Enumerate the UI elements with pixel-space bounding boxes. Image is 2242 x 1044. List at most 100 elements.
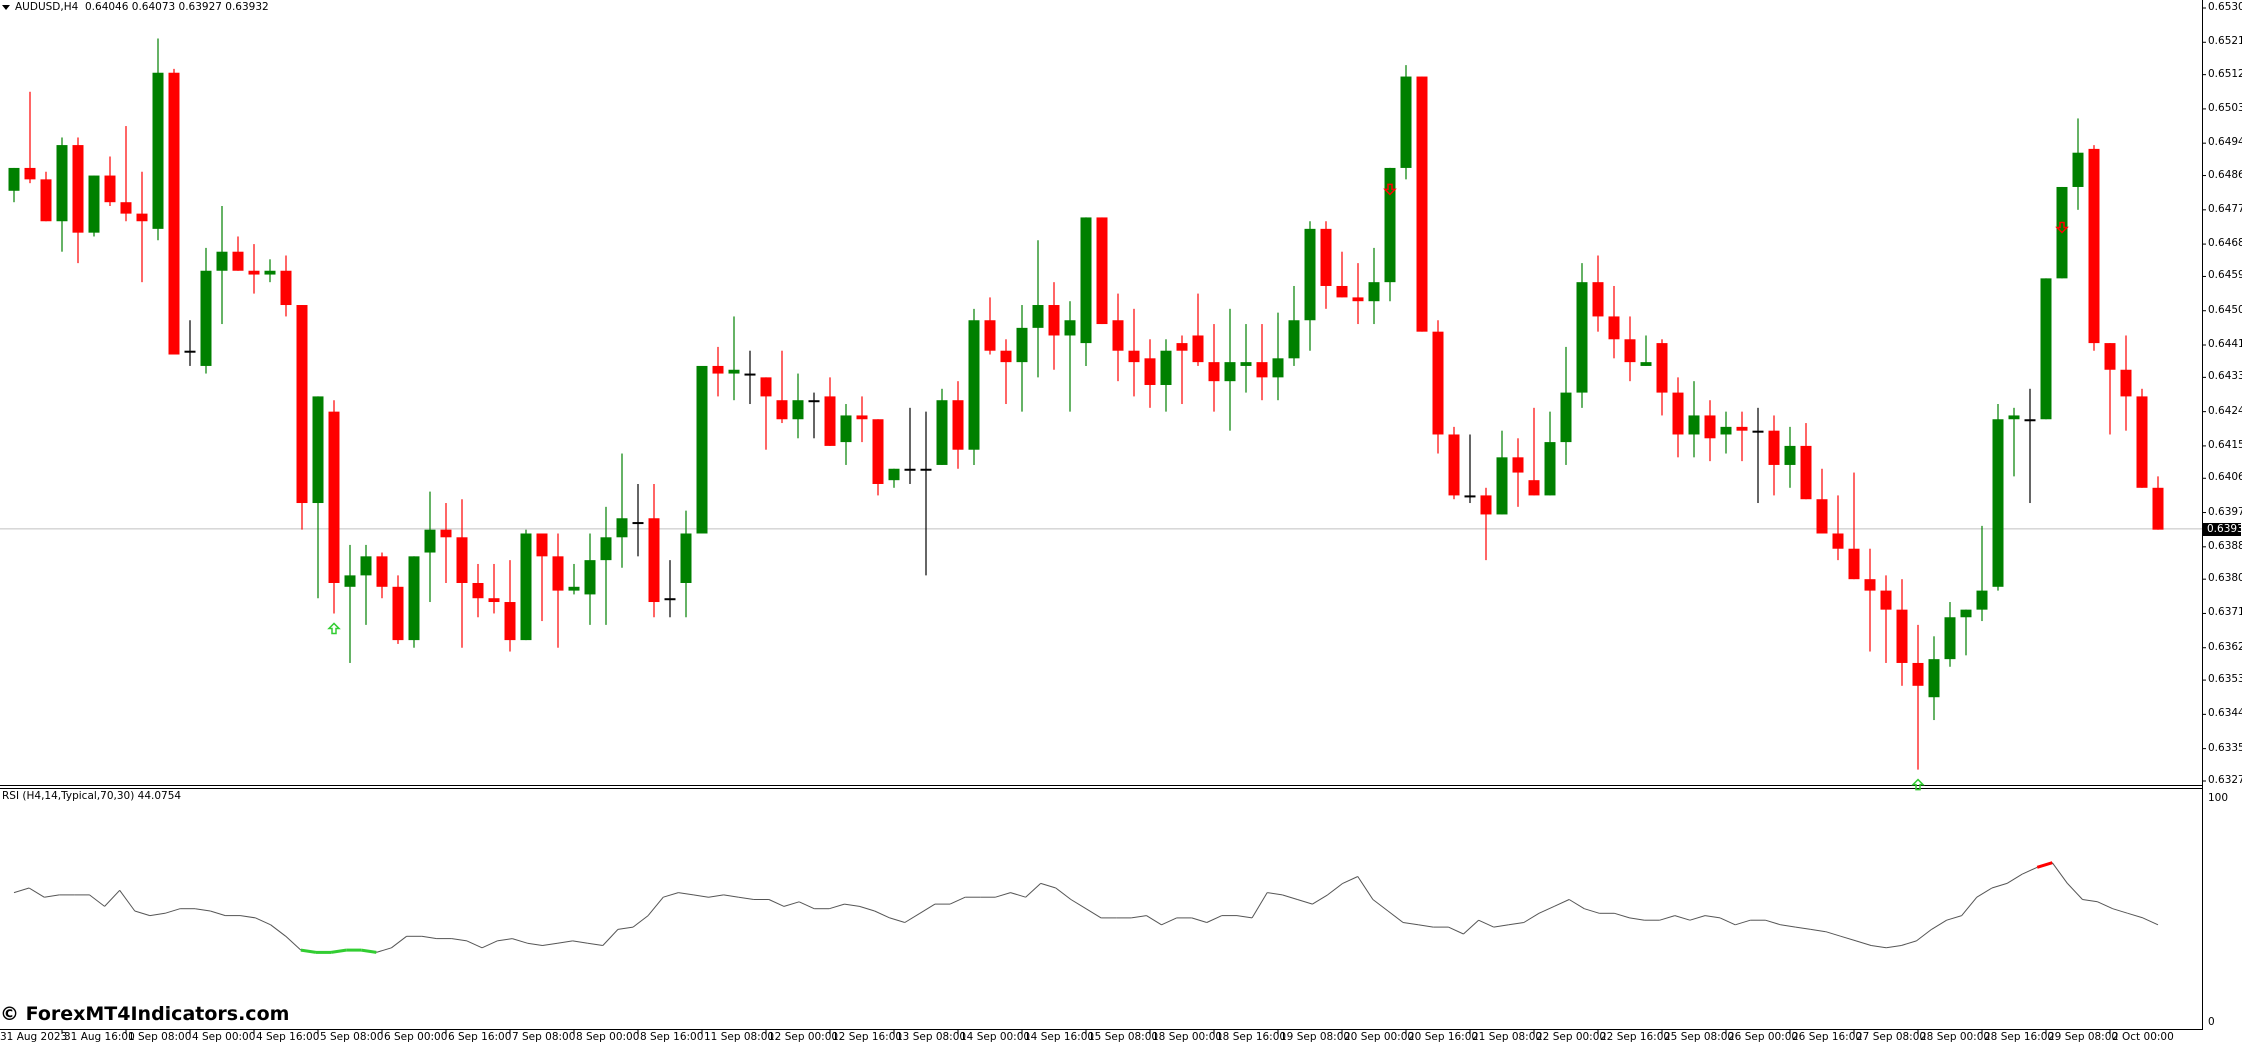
candle [1816,468,1828,534]
time-axis-label: 6 Sep 16:00 [448,1031,512,1043]
candle [888,468,900,488]
candle [24,91,36,184]
rsi-segment [149,912,166,917]
candle [1512,438,1524,507]
rsi-segment [1387,910,1404,923]
candle [200,247,212,374]
rsi-segment [874,910,890,919]
rsi-segment [1704,915,1721,919]
rsi-segment [1614,912,1630,919]
candle [1144,339,1156,408]
rsi-segment [1855,940,1872,946]
rsi-segment [1402,922,1419,926]
candle [488,563,500,614]
rsi-segment [587,942,603,946]
candle [1256,324,1268,401]
rsi-segment [572,940,588,944]
candle [392,575,404,644]
rsi-segment [2006,873,2023,884]
rsi-segment [1780,924,1796,928]
rsi-segment [1871,945,1887,949]
candle [664,560,676,618]
time-axis-label: 8 Sep 16:00 [640,1031,704,1043]
price-axis-label: 0.63445 [2208,707,2242,720]
candle [1432,320,1444,454]
ohlc-values: 0.64046 0.64073 0.63927 0.63932 [85,1,269,13]
candle [776,350,788,424]
rsi-segment [1297,899,1313,905]
candle [1752,407,1764,504]
time-axis-label: 18 Sep 00:00 [1152,1031,1223,1043]
candle [280,255,292,317]
rsi-segment [164,908,181,914]
rsi-segment [949,896,966,905]
candle [616,453,628,568]
candle [1912,624,1924,770]
candle [1576,263,1588,408]
price-axis-label: 0.63885 [2208,539,2242,552]
candle [536,533,548,622]
rsi-segment [2082,899,2098,903]
candle [904,407,916,484]
candle [1112,293,1124,382]
rsi-segment [647,896,664,916]
rsi-segment [708,894,724,898]
candle [184,320,196,366]
rsi-segment [783,901,800,907]
rsi-segment [361,948,377,954]
candle [2008,407,2020,477]
candle [136,171,148,283]
candle [312,396,324,599]
candle [1384,167,1396,302]
candle [1272,312,1284,401]
candle [2104,343,2116,435]
price-axis-label: 0.64065 [2208,471,2242,484]
rsi-segment [1251,892,1268,919]
rsi-segment [1765,919,1781,926]
candle [1448,426,1460,500]
rsi-segment [240,915,256,919]
rsi-segment [1795,926,1811,930]
rsi-segment [557,940,573,944]
candle [1480,487,1492,561]
time-axis-label: 22 Sep 00:00 [1536,1031,1607,1043]
price-axis-label: 0.65035 [2208,101,2242,114]
rsi-segment [481,940,498,949]
dropdown-triangle-icon[interactable] [2,4,10,10]
candle [2024,388,2036,504]
rsi-segment [1840,935,1857,942]
candle [1848,472,1860,580]
rsi-segment [1448,926,1464,935]
time-axis-label: 25 Sep 08:00 [1664,1031,1735,1043]
rsi-segment [300,948,317,954]
candle [1992,404,2004,591]
candle [680,510,692,618]
rsi-segment [1991,882,2008,889]
rsi-segment [995,892,1011,898]
rsi-segment [1719,917,1736,926]
rsi-segment [285,935,302,951]
rsi-segment [1523,912,1540,923]
rsi-segment [255,917,271,926]
rsi-segment [889,917,905,923]
time-axis-label: 26 Sep 16:00 [1792,1031,1863,1043]
candle [952,381,964,469]
price-axis-label: 0.64945 [2208,136,2242,149]
candle [1784,426,1796,488]
price-axis-label: 0.63355 [2208,741,2242,754]
candle [600,506,612,625]
rsi-segment [1085,908,1102,919]
rsi-segment [104,889,121,907]
candle [1064,301,1076,412]
candle [328,400,340,614]
candle [1320,221,1332,309]
price-axis-label: 0.64595 [2208,269,2242,282]
candle [1352,263,1364,325]
rsi-segment [1659,915,1675,921]
